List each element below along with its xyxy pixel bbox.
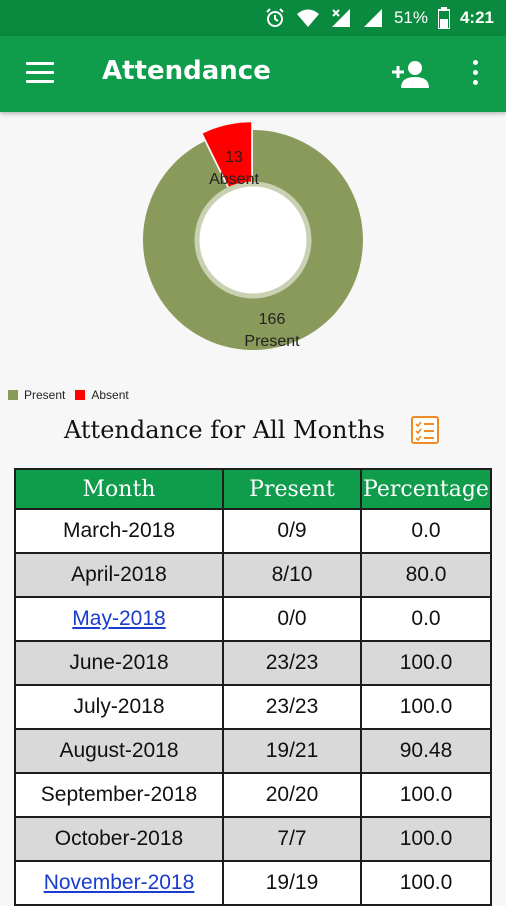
present-cell: 7/7 (222, 816, 362, 862)
table-row: October-2018 7/7 100.0 (14, 816, 492, 862)
percentage-cell: 100.0 (360, 816, 492, 862)
clock: 4:21 (459, 8, 494, 27)
percentage-cell: 100.0 (360, 772, 492, 818)
donut-hole (194, 181, 312, 299)
month-cell: September-2018 (14, 772, 224, 818)
table-row: May-2018 0/0 0.0 (14, 596, 492, 642)
attendance-donut-chart: 13 Absent 166 Present (142, 122, 363, 350)
absent-label: Absent (209, 171, 259, 188)
percentage-cell: 100.0 (360, 860, 492, 906)
present-cell: 19/19 (222, 860, 362, 906)
percentage-cell: 0.0 (360, 596, 492, 642)
month-cell: June-2018 (14, 640, 224, 686)
legend-present-swatch (8, 390, 18, 400)
header-percentage: Percentage (360, 468, 492, 510)
wifi-icon (296, 9, 319, 27)
table-row: November-2018 19/19 100.0 (14, 860, 492, 906)
percentage-cell: 0.0 (360, 508, 492, 554)
attendance-table: Month Present Percentage March-2018 0/9 … (14, 468, 492, 906)
page-title: Attendance (102, 56, 271, 86)
absent-count-label: 13 (225, 149, 243, 166)
add-user-icon[interactable] (390, 58, 430, 90)
percentage-cell: 80.0 (360, 552, 492, 598)
month-link[interactable]: November-2018 (14, 860, 224, 906)
table-row: March-2018 0/9 0.0 (14, 508, 492, 554)
legend-absent-swatch (75, 390, 86, 400)
percentage-cell: 90.48 (360, 728, 492, 774)
table-row: June-2018 23/23 100.0 (14, 640, 492, 686)
alarm-icon (266, 8, 284, 27)
month-cell: July-2018 (14, 684, 224, 730)
section-heading: Attendance for All Months (64, 416, 385, 444)
status-bar: 51% 4:21 (0, 0, 506, 36)
present-cell: 23/23 (222, 684, 362, 730)
table-row: September-2018 20/20 100.0 (14, 772, 492, 818)
month-cell: April-2018 (14, 552, 224, 598)
table-header-row: Month Present Percentage (14, 468, 492, 510)
legend-present-label: Present (24, 388, 66, 402)
table-row: April-2018 8/10 80.0 (14, 552, 492, 598)
present-cell: 19/21 (222, 728, 362, 774)
month-link[interactable]: May-2018 (14, 596, 224, 642)
present-cell: 23/23 (222, 640, 362, 686)
present-cell: 0/9 (222, 508, 362, 554)
battery-percent: 51% (393, 8, 428, 27)
menu-icon[interactable] (26, 62, 54, 86)
month-cell: March-2018 (14, 508, 224, 554)
table-row: July-2018 23/23 100.0 (14, 684, 492, 730)
chart-legend: Present Absent (8, 388, 129, 402)
header-present: Present (222, 468, 362, 510)
month-cell: October-2018 (14, 816, 224, 862)
table-row: August-2018 19/21 90.48 (14, 728, 492, 774)
legend-absent-label: Absent (91, 388, 129, 402)
present-cell: 0/0 (222, 596, 362, 642)
signal-icon (331, 9, 350, 27)
percentage-cell: 100.0 (360, 640, 492, 686)
percentage-cell: 100.0 (360, 684, 492, 730)
header-month: Month (14, 468, 224, 510)
battery-icon (437, 7, 450, 29)
checklist-icon[interactable] (410, 415, 440, 445)
present-label: Present (244, 333, 300, 350)
present-cell: 8/10 (222, 552, 362, 598)
month-cell: August-2018 (14, 728, 224, 774)
more-vert-icon[interactable] (470, 60, 480, 90)
present-count-label: 166 (259, 311, 286, 328)
app-bar: Attendance (0, 36, 506, 112)
signal-icon-2 (363, 9, 382, 27)
present-cell: 20/20 (222, 772, 362, 818)
